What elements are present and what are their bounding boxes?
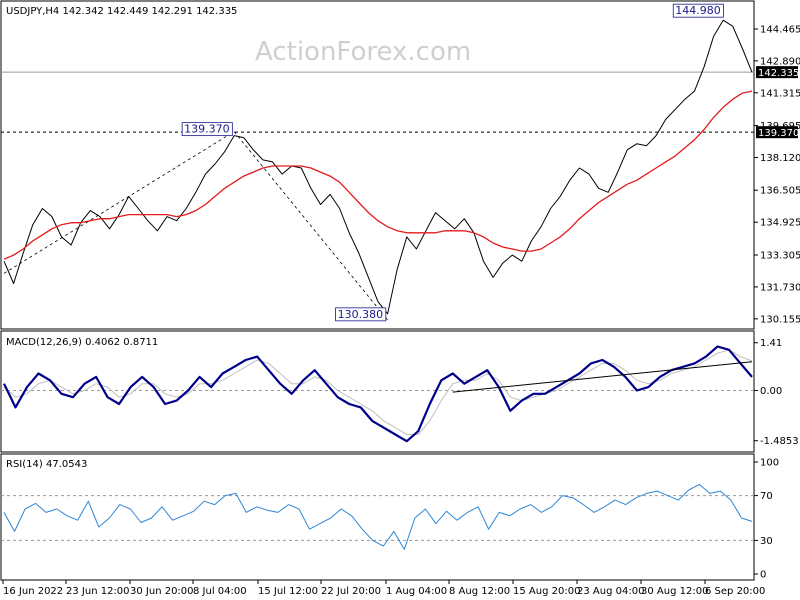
macd-y-tick-label: -1.4853 [760,436,799,447]
current-price-tag-bg [756,66,798,79]
rsi-y-tick-label: 30 [760,536,773,547]
x-tick-label: 8 Aug 12:00 [449,586,510,597]
moving-average-line [3,90,753,260]
macd-panel: MACD(12,26,9) 0.4062 0.8711 1.41 0.00 -1.4… [0,330,799,453]
callout-low-box [335,307,387,322]
rsi-y-axis: 100 70 30 0 [754,458,779,581]
price-y-tick-label: 141.315 [760,88,800,99]
x-axis: 16 Jun 2022 23 Jun 12:00 30 Jun 20:00 8 Jul… [2,580,765,597]
rsi-y-tick-label: 100 [760,458,779,469]
price-y-tick-label: 144.465 [760,24,800,35]
x-tick-label: 23 Aug 04:00 [577,586,644,597]
rsi-lines [1,483,754,550]
rsi-y-tick-label: 0 [760,570,766,581]
current-price-tag: 142.335 [758,68,799,79]
macd-main-line [3,345,753,443]
price-y-tick-label: 133.305 [760,251,800,262]
x-tick-label: 30 Jun 20:00 [130,586,194,597]
macd-trendline [452,361,753,393]
rsi-y-tick-label: 70 [760,491,773,502]
swing-up-line [3,131,235,274]
price-panel-frame [0,0,755,330]
x-tick-label: 1 Aug 04:00 [386,586,447,597]
rsi-panel-frame [0,453,755,581]
rsi-panel-title: RSI(14) 47.0543 [6,459,87,470]
callout-high-top: 144.980 [675,4,721,17]
price-y-axis: 144.465142.890141.315139.695138.120136.5… [754,24,800,325]
price-y-tick-label: 131.730 [760,282,800,293]
x-tick-label: 6 Sep 20:00 [705,586,765,597]
macd-lines [1,345,754,443]
price-panel-title: USDJPY,H4 142.342 142.449 142.291 142.33… [6,6,237,17]
x-tick-label: 23 Jun 12:00 [66,586,130,597]
macd-signal-line [3,349,753,435]
x-tick-label: 22 Jul 20:00 [321,586,381,597]
price-panel: ActionForex.com USDJPY,H4 142.342 142.44… [0,0,800,330]
macd-y-tick-label: 0.00 [760,386,782,397]
price-y-tick-label: 138.120 [760,153,800,164]
resistance-price-tag-bg [756,126,798,139]
resistance-price-tag: 139.370 [758,128,799,139]
macd-y-axis: 1.41 0.00 -1.4853 [754,338,799,447]
x-tick-label: 8 Jul 04:00 [193,586,247,597]
macd-panel-frame [0,330,755,453]
rsi-line [3,483,753,550]
callout-high-top-box [672,3,724,18]
macd-y-tick-label: 1.41 [760,338,782,349]
watermark: ActionForex.com [255,37,471,67]
callout-high-mid: 139.370 [184,123,230,136]
price-y-tick-label: 130.155 [760,314,800,325]
callout-low: 130.380 [338,308,384,321]
x-tick-label: 15 Jul 12:00 [258,586,318,597]
callout-high-mid-box [181,122,233,137]
x-tick-label: 15 Aug 20:00 [513,586,580,597]
swing-down-line [233,131,388,321]
price-y-tick-label: 134.925 [760,218,800,229]
rsi-panel: RSI(14) 47.0543 100 70 30 0 [0,453,779,581]
price-y-tick-label: 142.890 [760,56,800,67]
price-annotations: 139.370 130.380 144.980 [3,3,724,322]
x-tick-label: 16 Jun 2022 [3,586,63,597]
price-y-tick-label: 136.505 [760,186,800,197]
macd-panel-title: MACD(12,26,9) 0.4062 0.8711 [6,337,158,348]
x-tick-label: 30 Aug 12:00 [641,586,708,597]
